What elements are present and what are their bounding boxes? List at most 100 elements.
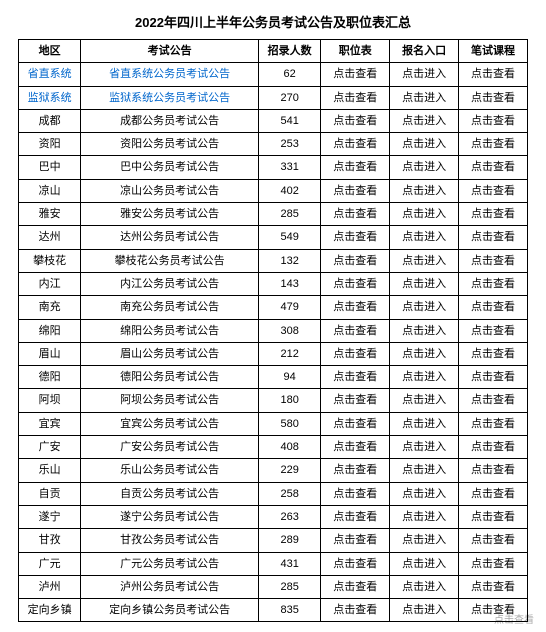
cell-course-link[interactable]: 点击查看 — [459, 109, 528, 132]
cell-notice-link[interactable]: 绵阳公务员考试公告 — [81, 319, 259, 342]
cell-positions-link[interactable]: 点击查看 — [321, 482, 390, 505]
cell-course-link[interactable]: 点击查看 — [459, 529, 528, 552]
cell-positions-link[interactable]: 点击查看 — [321, 599, 390, 622]
cell-positions-link[interactable]: 点击查看 — [321, 249, 390, 272]
cell-positions-link[interactable]: 点击查看 — [321, 412, 390, 435]
cell-course-link[interactable]: 点击查看 — [459, 459, 528, 482]
cell-positions-link[interactable]: 点击查看 — [321, 575, 390, 598]
cell-count: 541 — [259, 109, 321, 132]
cell-entry-link[interactable]: 点击进入 — [390, 482, 459, 505]
cell-entry-link[interactable]: 点击进入 — [390, 366, 459, 389]
cell-entry-link[interactable]: 点击进入 — [390, 109, 459, 132]
cell-notice-link[interactable]: 资阳公务员考试公告 — [81, 133, 259, 156]
cell-notice-link[interactable]: 眉山公务员考试公告 — [81, 342, 259, 365]
cell-course-link[interactable]: 点击查看 — [459, 436, 528, 459]
cell-notice-link[interactable]: 巴中公务员考试公告 — [81, 156, 259, 179]
cell-positions-link[interactable]: 点击查看 — [321, 342, 390, 365]
cell-positions-link[interactable]: 点击查看 — [321, 459, 390, 482]
cell-positions-link[interactable]: 点击查看 — [321, 366, 390, 389]
cell-entry-link[interactable]: 点击进入 — [390, 249, 459, 272]
cell-entry-link[interactable]: 点击进入 — [390, 156, 459, 179]
cell-course-link[interactable]: 点击查看 — [459, 599, 528, 622]
cell-course-link[interactable]: 点击查看 — [459, 342, 528, 365]
cell-entry-link[interactable]: 点击进入 — [390, 226, 459, 249]
cell-notice-link[interactable]: 广元公务员考试公告 — [81, 552, 259, 575]
cell-entry-link[interactable]: 点击进入 — [390, 436, 459, 459]
cell-positions-link[interactable]: 点击查看 — [321, 86, 390, 109]
cell-notice-link[interactable]: 达州公务员考试公告 — [81, 226, 259, 249]
cell-notice-link[interactable]: 内江公务员考试公告 — [81, 272, 259, 295]
cell-course-link[interactable]: 点击查看 — [459, 63, 528, 86]
cell-notice-link[interactable]: 德阳公务员考试公告 — [81, 366, 259, 389]
cell-notice-link[interactable]: 自贡公务员考试公告 — [81, 482, 259, 505]
cell-positions-link[interactable]: 点击查看 — [321, 389, 390, 412]
cell-entry-link[interactable]: 点击进入 — [390, 389, 459, 412]
cell-positions-link[interactable]: 点击查看 — [321, 156, 390, 179]
cell-positions-link[interactable]: 点击查看 — [321, 203, 390, 226]
cell-region: 自贡 — [19, 482, 81, 505]
cell-entry-link[interactable]: 点击进入 — [390, 552, 459, 575]
cell-positions-link[interactable]: 点击查看 — [321, 63, 390, 86]
cell-entry-link[interactable]: 点击进入 — [390, 319, 459, 342]
cell-positions-link[interactable]: 点击查看 — [321, 109, 390, 132]
cell-notice-link[interactable]: 省直系统公务员考试公告 — [81, 63, 259, 86]
cell-count: 253 — [259, 133, 321, 156]
cell-notice-link[interactable]: 甘孜公务员考试公告 — [81, 529, 259, 552]
cell-course-link[interactable]: 点击查看 — [459, 389, 528, 412]
cell-course-link[interactable]: 点击查看 — [459, 156, 528, 179]
cell-entry-link[interactable]: 点击进入 — [390, 133, 459, 156]
cell-entry-link[interactable]: 点击进入 — [390, 203, 459, 226]
cell-notice-link[interactable]: 攀枝花公务员考试公告 — [81, 249, 259, 272]
cell-course-link[interactable]: 点击查看 — [459, 203, 528, 226]
cell-notice-link[interactable]: 定向乡镇公务员考试公告 — [81, 599, 259, 622]
table-row: 定向乡镇定向乡镇公务员考试公告835点击查看点击进入点击查看 — [19, 599, 528, 622]
cell-course-link[interactable]: 点击查看 — [459, 86, 528, 109]
cell-notice-link[interactable]: 宜宾公务员考试公告 — [81, 412, 259, 435]
cell-course-link[interactable]: 点击查看 — [459, 319, 528, 342]
cell-entry-link[interactable]: 点击进入 — [390, 505, 459, 528]
cell-positions-link[interactable]: 点击查看 — [321, 133, 390, 156]
cell-notice-link[interactable]: 阿坝公务员考试公告 — [81, 389, 259, 412]
cell-course-link[interactable]: 点击查看 — [459, 505, 528, 528]
cell-positions-link[interactable]: 点击查看 — [321, 552, 390, 575]
cell-positions-link[interactable]: 点击查看 — [321, 272, 390, 295]
cell-notice-link[interactable]: 遂宁公务员考试公告 — [81, 505, 259, 528]
cell-entry-link[interactable]: 点击进入 — [390, 86, 459, 109]
cell-entry-link[interactable]: 点击进入 — [390, 272, 459, 295]
cell-entry-link[interactable]: 点击进入 — [390, 342, 459, 365]
cell-entry-link[interactable]: 点击进入 — [390, 575, 459, 598]
cell-entry-link[interactable]: 点击进入 — [390, 459, 459, 482]
cell-positions-link[interactable]: 点击查看 — [321, 226, 390, 249]
cell-course-link[interactable]: 点击查看 — [459, 366, 528, 389]
cell-positions-link[interactable]: 点击查看 — [321, 529, 390, 552]
cell-notice-link[interactable]: 凉山公务员考试公告 — [81, 179, 259, 202]
cell-course-link[interactable]: 点击查看 — [459, 249, 528, 272]
cell-notice-link[interactable]: 雅安公务员考试公告 — [81, 203, 259, 226]
cell-notice-link[interactable]: 成都公务员考试公告 — [81, 109, 259, 132]
cell-positions-link[interactable]: 点击查看 — [321, 319, 390, 342]
cell-course-link[interactable]: 点击查看 — [459, 296, 528, 319]
cell-notice-link[interactable]: 泸州公务员考试公告 — [81, 575, 259, 598]
cell-notice-link[interactable]: 乐山公务员考试公告 — [81, 459, 259, 482]
cell-course-link[interactable]: 点击查看 — [459, 179, 528, 202]
cell-entry-link[interactable]: 点击进入 — [390, 296, 459, 319]
cell-course-link[interactable]: 点击查看 — [459, 133, 528, 156]
cell-positions-link[interactable]: 点击查看 — [321, 179, 390, 202]
cell-entry-link[interactable]: 点击进入 — [390, 412, 459, 435]
cell-course-link[interactable]: 点击查看 — [459, 552, 528, 575]
cell-course-link[interactable]: 点击查看 — [459, 412, 528, 435]
cell-positions-link[interactable]: 点击查看 — [321, 436, 390, 459]
cell-positions-link[interactable]: 点击查看 — [321, 505, 390, 528]
cell-entry-link[interactable]: 点击进入 — [390, 529, 459, 552]
cell-course-link[interactable]: 点击查看 — [459, 482, 528, 505]
cell-notice-link[interactable]: 监狱系统公务员考试公告 — [81, 86, 259, 109]
cell-course-link[interactable]: 点击查看 — [459, 272, 528, 295]
cell-entry-link[interactable]: 点击进入 — [390, 599, 459, 622]
cell-entry-link[interactable]: 点击进入 — [390, 63, 459, 86]
cell-notice-link[interactable]: 南充公务员考试公告 — [81, 296, 259, 319]
cell-course-link[interactable]: 点击查看 — [459, 226, 528, 249]
cell-entry-link[interactable]: 点击进入 — [390, 179, 459, 202]
cell-notice-link[interactable]: 广安公务员考试公告 — [81, 436, 259, 459]
cell-course-link[interactable]: 点击查看 — [459, 575, 528, 598]
cell-positions-link[interactable]: 点击查看 — [321, 296, 390, 319]
